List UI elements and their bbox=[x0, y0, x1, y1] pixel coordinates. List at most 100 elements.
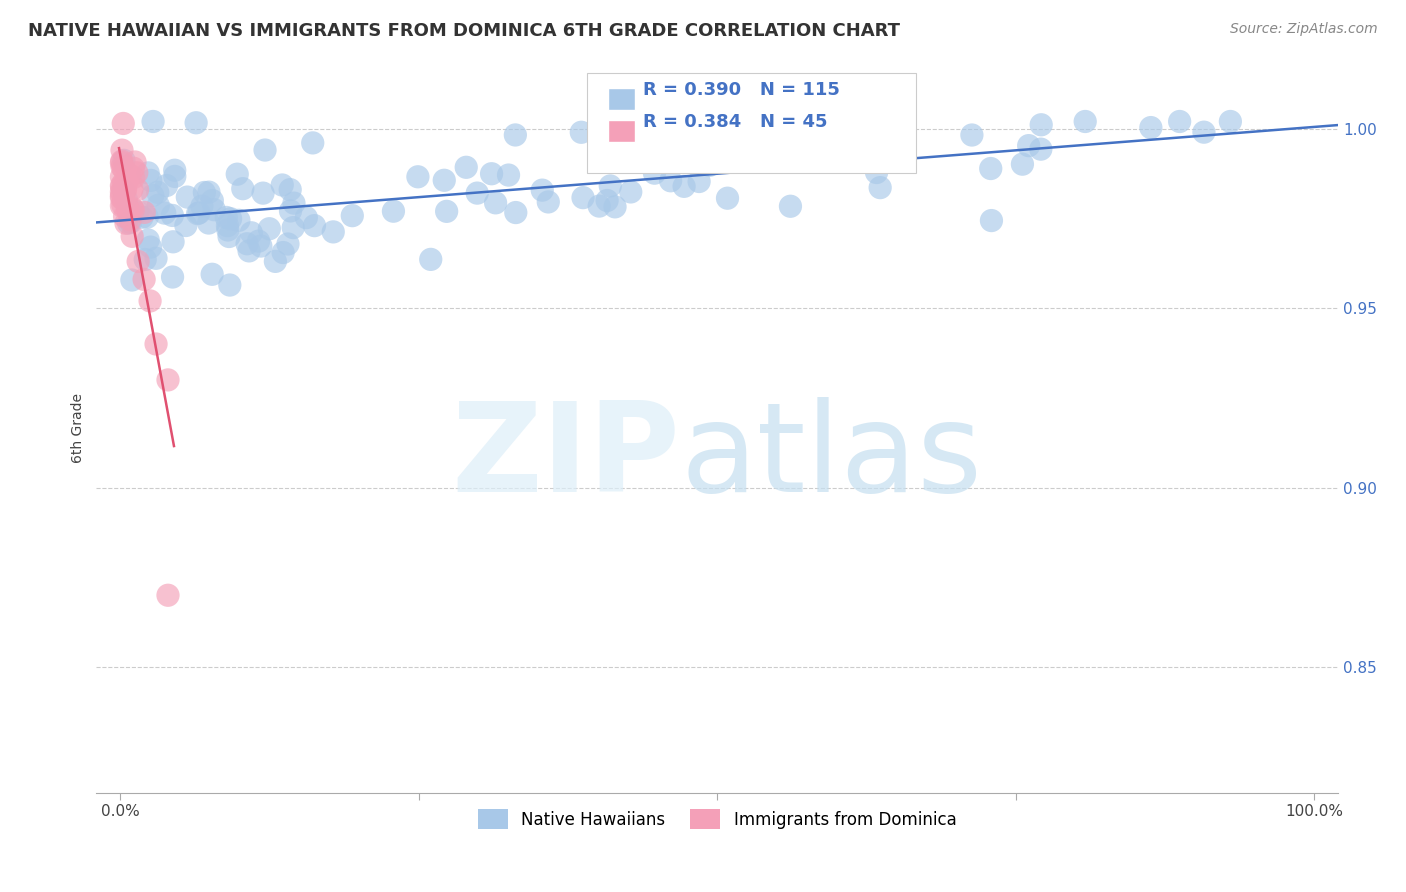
Point bbox=[122, 170, 145, 185]
Point bbox=[688, 174, 710, 188]
Text: R = 0.390   N = 115: R = 0.390 N = 115 bbox=[643, 81, 839, 99]
Point bbox=[114, 178, 136, 192]
Point bbox=[176, 190, 198, 204]
Point bbox=[980, 213, 1002, 227]
Point bbox=[142, 188, 165, 202]
Text: R = 0.384   N = 45: R = 0.384 N = 45 bbox=[643, 113, 827, 131]
Point bbox=[114, 210, 136, 224]
Point bbox=[163, 163, 186, 178]
Point bbox=[620, 185, 643, 199]
Point bbox=[111, 154, 134, 169]
Point bbox=[596, 194, 619, 208]
Point bbox=[870, 131, 893, 145]
Point bbox=[201, 267, 224, 281]
Point bbox=[122, 161, 145, 176]
Point bbox=[124, 155, 146, 169]
Point bbox=[174, 219, 197, 233]
Point bbox=[127, 183, 149, 197]
Point bbox=[114, 177, 136, 191]
Text: atlas: atlas bbox=[681, 397, 983, 518]
Point bbox=[699, 158, 721, 172]
Point bbox=[110, 185, 132, 199]
Point bbox=[115, 216, 138, 230]
Point bbox=[163, 169, 186, 184]
Point bbox=[481, 167, 503, 181]
Point bbox=[217, 219, 239, 233]
Point bbox=[250, 239, 273, 253]
Point bbox=[588, 199, 610, 213]
Point bbox=[112, 193, 135, 207]
Point bbox=[121, 229, 143, 244]
Point bbox=[1029, 142, 1052, 156]
Point bbox=[1219, 114, 1241, 128]
Point bbox=[112, 153, 135, 168]
Point bbox=[484, 195, 506, 210]
Point bbox=[301, 136, 323, 150]
Point bbox=[659, 174, 682, 188]
Point bbox=[117, 173, 139, 187]
Point bbox=[112, 161, 135, 176]
Point bbox=[505, 205, 527, 219]
Point bbox=[110, 191, 132, 205]
Point bbox=[110, 155, 132, 169]
Point bbox=[120, 169, 142, 183]
Point bbox=[1074, 114, 1097, 128]
Point bbox=[121, 202, 143, 216]
Point bbox=[117, 216, 139, 230]
Point bbox=[218, 278, 240, 293]
Point bbox=[118, 167, 141, 181]
Point bbox=[779, 199, 801, 213]
Point bbox=[112, 175, 135, 189]
Point bbox=[322, 225, 344, 239]
Point bbox=[188, 206, 211, 220]
Point bbox=[112, 182, 135, 196]
Point bbox=[136, 233, 159, 247]
Point bbox=[531, 183, 554, 197]
Point bbox=[240, 226, 263, 240]
Point bbox=[187, 206, 209, 220]
Point bbox=[218, 229, 240, 244]
Point bbox=[121, 182, 143, 196]
Point bbox=[259, 221, 281, 235]
Point bbox=[253, 143, 276, 157]
Point bbox=[716, 191, 738, 205]
Point bbox=[572, 191, 595, 205]
Point bbox=[643, 166, 665, 180]
Point bbox=[865, 165, 887, 179]
Point bbox=[201, 194, 224, 208]
Point bbox=[252, 186, 274, 201]
Point bbox=[980, 161, 1002, 176]
Point bbox=[117, 202, 139, 217]
Point bbox=[1192, 125, 1215, 139]
Point bbox=[342, 209, 364, 223]
Point bbox=[304, 219, 326, 233]
Point bbox=[136, 210, 159, 224]
Point bbox=[219, 211, 242, 226]
Point bbox=[136, 166, 159, 180]
Point bbox=[283, 196, 305, 211]
Point bbox=[115, 193, 138, 207]
Point bbox=[197, 216, 219, 230]
Text: Source: ZipAtlas.com: Source: ZipAtlas.com bbox=[1230, 22, 1378, 37]
Point bbox=[142, 114, 165, 128]
Point bbox=[134, 205, 156, 219]
Point bbox=[271, 178, 294, 192]
Point bbox=[228, 213, 250, 227]
Point bbox=[117, 201, 139, 215]
Text: ZIP: ZIP bbox=[451, 397, 681, 518]
Text: NATIVE HAWAIIAN VS IMMIGRANTS FROM DOMINICA 6TH GRADE CORRELATION CHART: NATIVE HAWAIIAN VS IMMIGRANTS FROM DOMIN… bbox=[28, 22, 900, 40]
Point bbox=[1031, 118, 1053, 132]
Point bbox=[1140, 120, 1163, 135]
Legend: Native Hawaiians, Immigrants from Dominica: Native Hawaiians, Immigrants from Domini… bbox=[471, 803, 963, 835]
Point bbox=[456, 161, 478, 175]
Point bbox=[271, 245, 294, 260]
Point bbox=[112, 184, 135, 198]
Point bbox=[433, 173, 456, 187]
Point bbox=[232, 182, 254, 196]
Point bbox=[869, 180, 891, 194]
Point bbox=[406, 169, 429, 184]
Point bbox=[132, 272, 155, 286]
Point bbox=[111, 143, 134, 157]
Point bbox=[110, 178, 132, 193]
Point bbox=[131, 211, 153, 225]
